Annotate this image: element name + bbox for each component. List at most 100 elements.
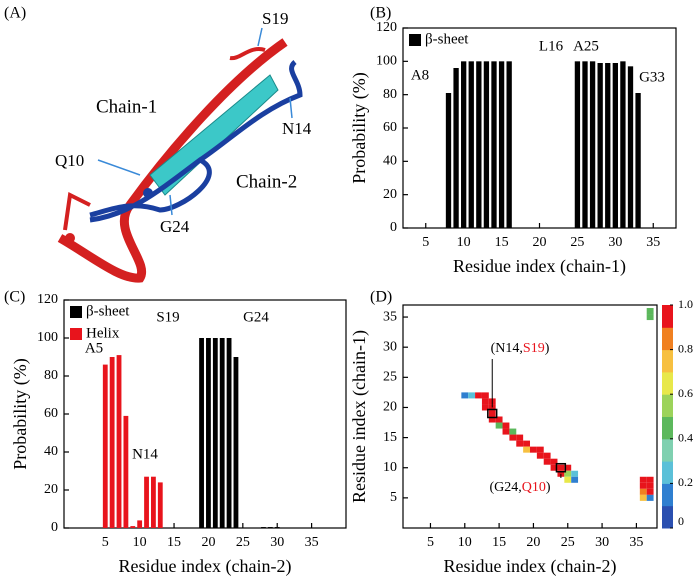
bar xyxy=(157,482,163,528)
bar xyxy=(151,476,156,528)
bar xyxy=(620,61,626,229)
colorbar-segment xyxy=(662,305,673,328)
y-tick-label: 0 xyxy=(390,220,397,235)
highlight-box xyxy=(555,462,567,473)
y-tick-label: 40 xyxy=(44,444,58,459)
heatmap-cell xyxy=(646,482,654,489)
legend-label: Helix xyxy=(86,325,120,341)
heatmap-cell xyxy=(481,404,489,411)
heatmap-cell xyxy=(639,494,647,501)
x-axis-label: Residue index (chain-2) xyxy=(119,556,292,577)
y-tick-label: 5 xyxy=(390,490,397,505)
bar xyxy=(445,93,452,228)
bar xyxy=(102,364,108,528)
annotation-part: Q10 xyxy=(522,480,546,495)
bar xyxy=(483,61,490,229)
structure-label: N14 xyxy=(282,119,312,138)
legend-label: β-sheet xyxy=(425,31,469,47)
annotation: (N14,S19) xyxy=(491,341,550,356)
bar xyxy=(589,61,596,229)
colorbar-tick-label: 1.0 xyxy=(678,297,693,311)
pointer xyxy=(97,27,293,216)
heatmap-cell xyxy=(639,476,647,483)
bar xyxy=(199,338,204,528)
x-tick-label: 35 xyxy=(305,535,319,550)
x-tick-label: 30 xyxy=(270,535,284,550)
annotation-part: (N14, xyxy=(491,341,523,356)
x-tick-label: 20 xyxy=(526,535,540,550)
heatmap-cell xyxy=(571,476,579,483)
heatmap-cell xyxy=(502,422,510,429)
colorbar-segment xyxy=(662,416,673,440)
heatmap-cell xyxy=(502,428,510,435)
heatmap-cell xyxy=(646,308,654,315)
heatmap-cell xyxy=(543,452,551,459)
heatmap-cell xyxy=(488,416,496,423)
heatmap-cell xyxy=(536,452,544,459)
heatmap-cell xyxy=(475,392,482,399)
heatmap-cell xyxy=(543,458,551,465)
panel-label: (A) xyxy=(4,5,26,22)
heatmap-cell xyxy=(564,464,572,471)
bar xyxy=(491,61,497,229)
x-tick-label: 25 xyxy=(236,535,250,550)
annotation: S19 xyxy=(156,309,179,325)
structure-label: S19 xyxy=(262,9,288,28)
terminus xyxy=(65,233,75,243)
heatmap-cell xyxy=(646,476,654,483)
annotation: A8 xyxy=(411,67,429,83)
heatmap-cell xyxy=(509,434,517,441)
plot-frame xyxy=(402,27,677,229)
structure-label: Q10 xyxy=(55,151,84,170)
annotation-part: ) xyxy=(546,480,551,495)
y-axis-label: Residue index (chain-1) xyxy=(349,330,370,503)
heatmap-cell xyxy=(516,440,524,447)
plot-frame xyxy=(402,304,658,529)
y-tick-label: 100 xyxy=(376,54,397,69)
bar xyxy=(597,63,603,228)
bar xyxy=(144,476,149,528)
y-tick-label: 60 xyxy=(44,406,58,421)
terminus xyxy=(143,188,153,198)
y-tick-label: 120 xyxy=(376,20,397,35)
colorbar-segment xyxy=(662,461,673,484)
panel-label: (D) xyxy=(370,289,392,306)
heatmap-cell xyxy=(571,470,579,477)
x-tick-label: 20 xyxy=(533,235,547,250)
annotation: A5 xyxy=(85,340,103,356)
y-tick-label: 100 xyxy=(37,330,58,345)
x-tick-label: 10 xyxy=(457,235,471,250)
bar xyxy=(498,61,505,229)
y-tick-label: 20 xyxy=(383,400,397,415)
bar xyxy=(212,338,218,528)
heatmap-cell xyxy=(646,494,654,501)
heatmap-cell xyxy=(550,458,558,465)
y-tick-label: 25 xyxy=(383,370,397,385)
annotation: A25 xyxy=(573,38,599,54)
heatmap-cell xyxy=(550,464,558,471)
panel-label: (B) xyxy=(370,5,391,22)
structure-label: G24 xyxy=(160,217,190,236)
colorbar-segment xyxy=(662,505,673,529)
bar xyxy=(635,93,641,228)
bar xyxy=(274,527,280,528)
legend-label: β-sheet xyxy=(86,303,130,319)
x-tick-label: 35 xyxy=(646,235,660,250)
chain-1-coil xyxy=(63,46,266,231)
heatmap-cell xyxy=(495,422,503,429)
x-tick-label: 10 xyxy=(458,535,472,550)
panel: (B) 5 10 15 20 25 30 35 0 20 40 60 80 100 120 Residue i… xyxy=(349,5,677,277)
colorbar-segment xyxy=(662,483,673,507)
colorbar-segment xyxy=(662,438,673,462)
heatmap-cell xyxy=(646,314,654,321)
y-axis-label: Probability (%) xyxy=(349,72,370,183)
bar xyxy=(116,355,122,528)
bar xyxy=(206,338,211,528)
annotation-part: S19 xyxy=(523,341,545,356)
bar xyxy=(627,66,634,228)
y-tick-label: 15 xyxy=(383,430,397,445)
bar xyxy=(612,63,618,228)
y-tick-label: 30 xyxy=(383,339,397,354)
heatmap-cell xyxy=(488,410,496,417)
colorbar-tick-label: 0.4 xyxy=(678,431,693,445)
